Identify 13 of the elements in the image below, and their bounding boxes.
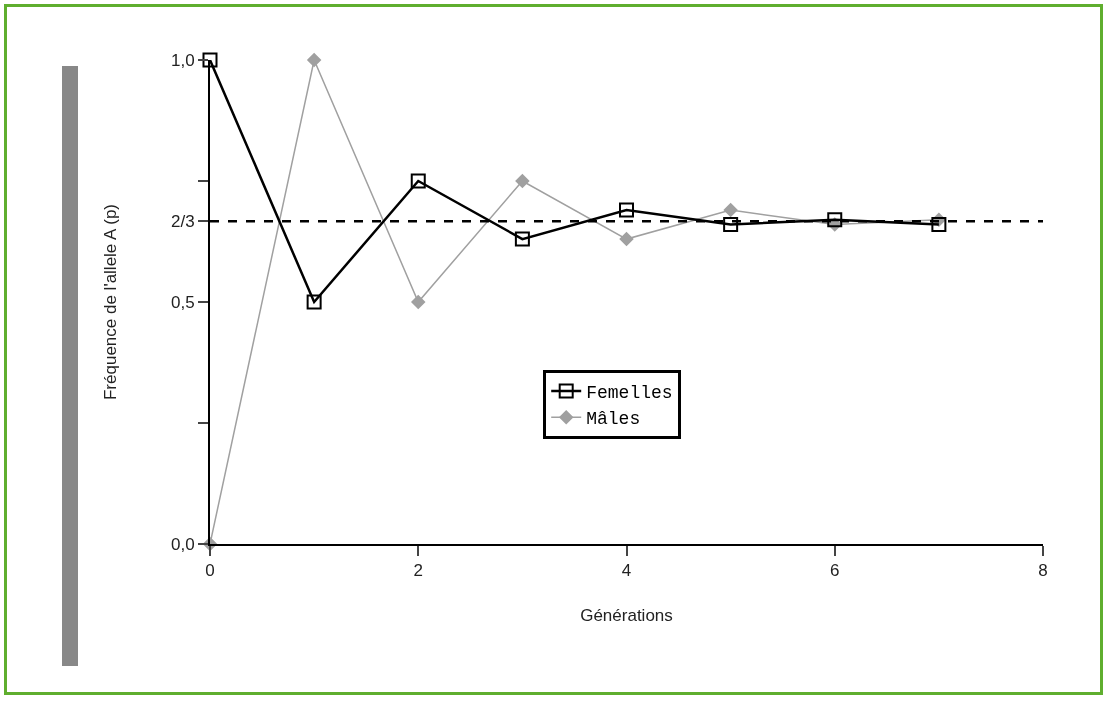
x-tick-label: 2 [413, 561, 423, 581]
y-tick-label: 0,0 [170, 534, 195, 554]
x-tick-label: 4 [621, 561, 632, 581]
y-tick-label: 1,0 [170, 50, 195, 70]
legend-label: Mâles [586, 409, 641, 430]
y-axis-title: Fréquence de l'allele A (p) [101, 203, 121, 401]
legend-label: Femelles [586, 382, 673, 403]
x-axis-title: Générations [580, 606, 673, 626]
x-tick-label: 8 [1038, 561, 1048, 581]
y-tick-label: 0,5 [170, 292, 195, 312]
y-tick-label: 2/3 [170, 212, 195, 232]
x-tick-label: 0 [205, 561, 215, 581]
x-tick-label: 6 [830, 561, 840, 581]
